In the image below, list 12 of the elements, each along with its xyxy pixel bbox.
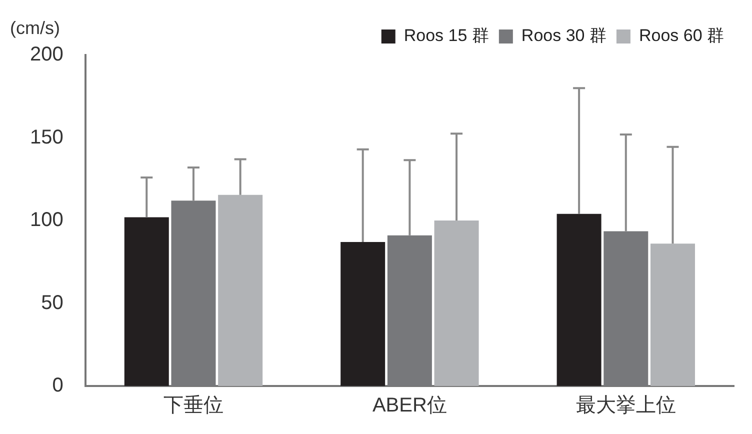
x-tick-label: 最大挙上位 — [576, 394, 676, 417]
legend-label: Roos 60 群 — [638, 26, 724, 46]
legend-label: Roos 30 群 — [521, 26, 606, 46]
legend-label: Roos 15 群 — [404, 26, 489, 46]
x-tick-label: ABER位 — [372, 394, 447, 417]
y-tick-label: 200 — [30, 44, 64, 66]
x-tick-label: 下垂位 — [163, 394, 224, 417]
y-axis-title: (cm/s) — [10, 18, 60, 38]
y-tick-label: 150 — [30, 126, 64, 148]
y-tick-label: 50 — [41, 292, 64, 314]
y-tick-label: 0 — [52, 374, 64, 397]
y-tick-label: 100 — [30, 209, 64, 232]
